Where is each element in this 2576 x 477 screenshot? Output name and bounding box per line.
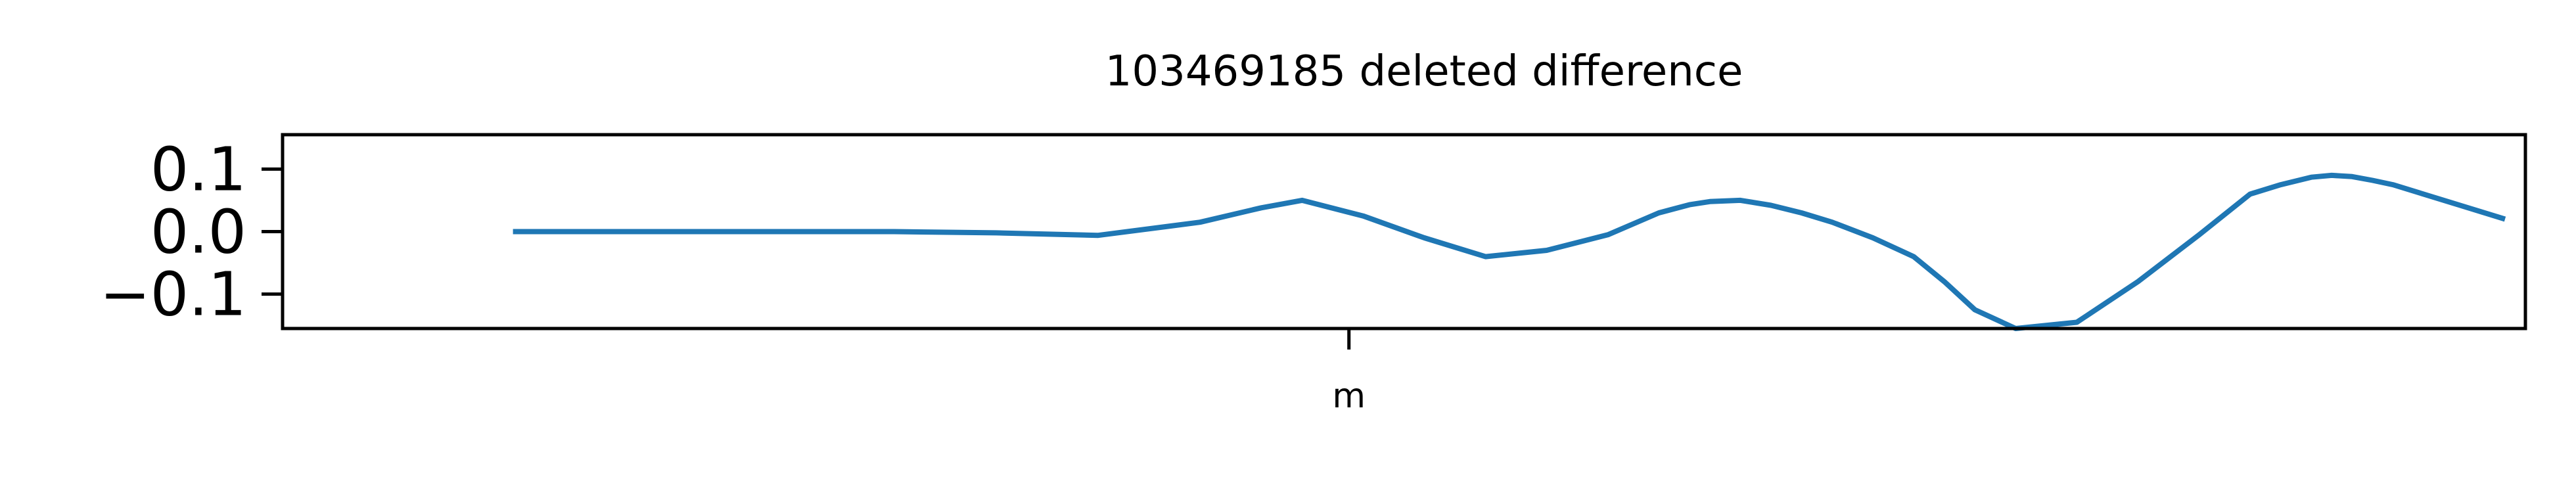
chart-title: 103469185 deleted difference xyxy=(1105,47,1743,96)
y-tick-label-2: −0.1 xyxy=(100,260,246,330)
y-tick-label-1: 0.0 xyxy=(150,197,246,267)
x-tick-label-0: m xyxy=(1332,376,1366,416)
y-tick-label-0: 0.1 xyxy=(150,134,246,204)
plot-area: 0.10.0−0.1 m xyxy=(100,133,2527,416)
series-line-0 xyxy=(513,172,2506,331)
